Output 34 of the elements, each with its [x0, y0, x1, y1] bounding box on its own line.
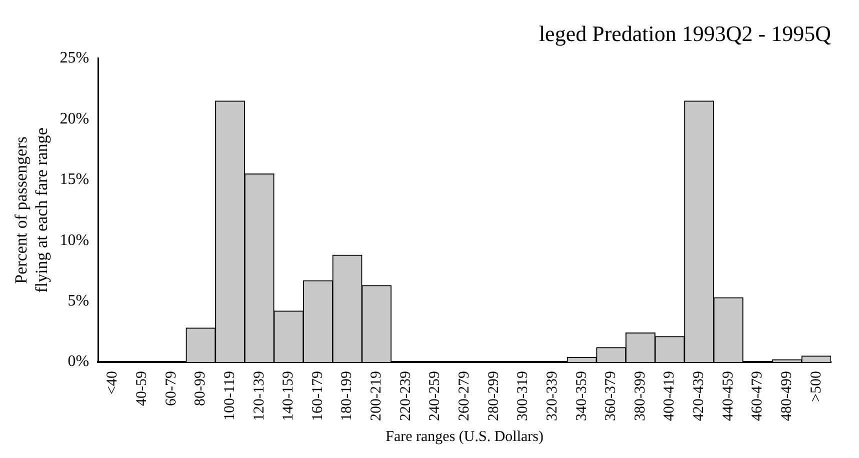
x-tick-label: 420-439: [691, 371, 708, 422]
x-tick-label: 260-279: [456, 371, 472, 422]
x-tick-label: <40: [104, 371, 121, 394]
x-tick-label: 380-399: [632, 371, 648, 422]
y-tick-label: 0%: [68, 353, 90, 370]
x-tick-label: 180-199: [339, 371, 356, 422]
x-tick-label: >500: [808, 371, 824, 402]
x-tick-label: 100-119: [222, 371, 238, 420]
x-tick-label: 360-379: [603, 371, 620, 422]
y-tick-label: 20%: [60, 110, 90, 128]
y-axis-title: Percent of passengers flying at each fare range: [12, 128, 52, 293]
x-tick-label: 120-139: [251, 371, 268, 422]
x-tick-label: 340-359: [574, 371, 590, 422]
x-tick-label: 400-419: [662, 371, 678, 422]
x-tick-label: 440-459: [720, 371, 736, 422]
x-tick-label: 240-259: [427, 371, 444, 422]
x-tick-label: 140-159: [280, 371, 297, 422]
x-tick-label: 80-99: [192, 371, 209, 406]
x-tick-label: 280-299: [486, 371, 502, 422]
x-tick-label: 40-59: [134, 371, 150, 406]
x-tick-label: 220-239: [398, 371, 414, 422]
x-axis-title: Fare ranges (U.S. Dollars): [386, 428, 544, 445]
x-tick-label: 200-219: [368, 371, 385, 422]
y-tick-label: 15%: [60, 171, 90, 188]
x-tick-label: 460-479: [750, 371, 766, 422]
y-tick-label: 5%: [68, 292, 90, 310]
x-tick-label: 480-499: [778, 371, 795, 422]
x-tick-label: 320-339: [544, 371, 560, 422]
x-tick-label: 300-319: [515, 371, 532, 422]
chart-title: leged Predation 1993Q2 - 1995Q: [538, 20, 832, 46]
y-tick-label: 25%: [60, 50, 90, 67]
x-tick-label: 60-79: [163, 371, 180, 406]
x-tick-label: 160-179: [310, 371, 326, 422]
y-tick-label: 10%: [60, 232, 90, 249]
